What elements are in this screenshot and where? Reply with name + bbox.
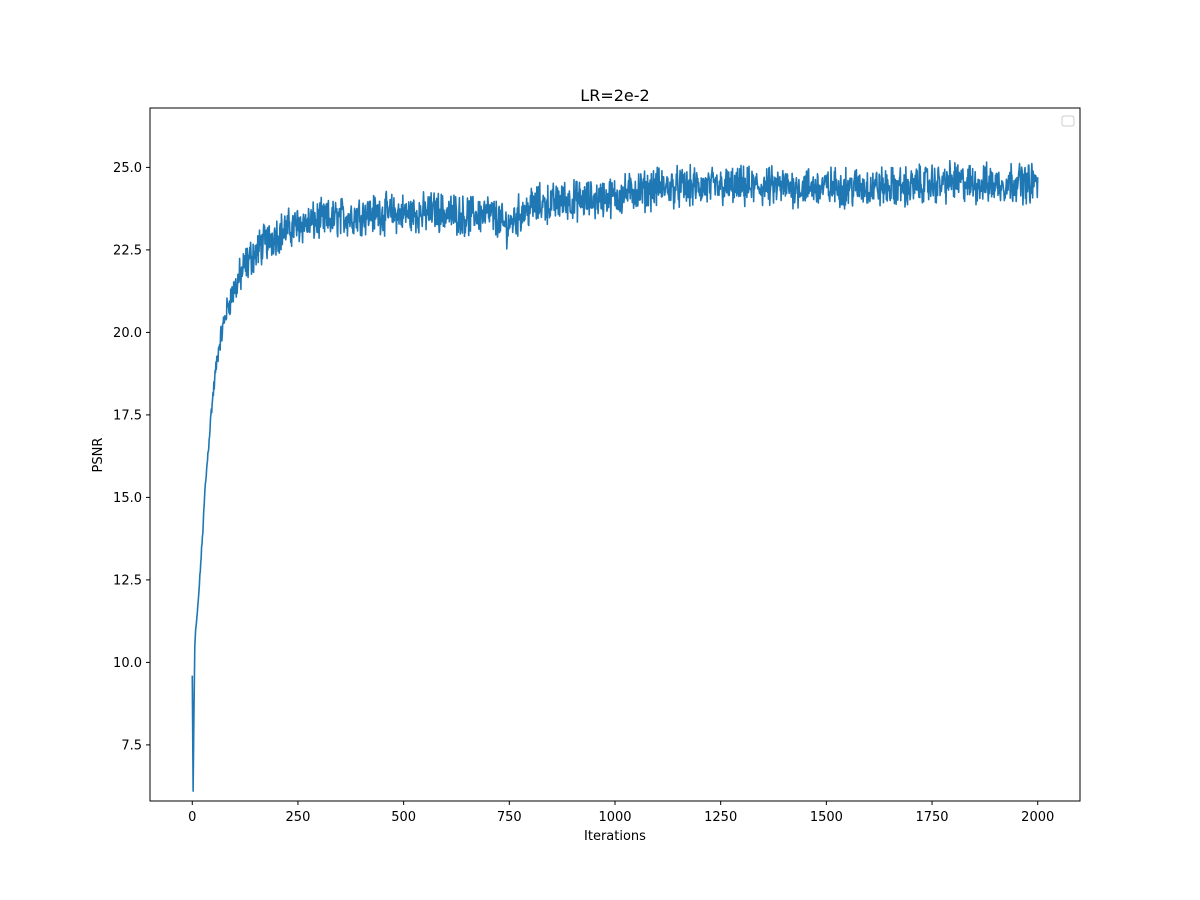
axes-frame xyxy=(149,107,1081,802)
axis-ticks: 0 250 500 750 1000 1250 1500 1750 2000 7.5 10.0 12.… xyxy=(113,161,1054,825)
y-tick-label: 12.5 xyxy=(113,573,142,588)
x-axis-label: Iterations xyxy=(584,829,646,844)
y-tick-label: 10.0 xyxy=(113,656,142,671)
x-tick-label: 2000 xyxy=(1021,810,1054,825)
x-tick-label: 500 xyxy=(391,810,416,825)
y-tick-label: 17.5 xyxy=(113,408,142,423)
y-tick-label: 22.5 xyxy=(113,243,142,258)
x-tick-label: 0 xyxy=(188,810,196,825)
x-tick-label: 1250 xyxy=(704,810,737,825)
legend-box xyxy=(1061,115,1075,127)
x-tick-label: 1750 xyxy=(915,810,948,825)
plot-area xyxy=(191,159,1039,792)
x-tick-label: 1500 xyxy=(810,810,843,825)
y-tick-label: 20.0 xyxy=(113,326,142,341)
y-tick-label: 15.0 xyxy=(113,491,142,506)
x-tick-label: 750 xyxy=(497,810,522,825)
chart-title: LR=2e-2 xyxy=(580,86,649,105)
x-tick-label: 1000 xyxy=(598,810,631,825)
x-tick-label: 250 xyxy=(286,810,311,825)
y-tick-label: 7.5 xyxy=(121,738,142,753)
y-tick-label: 25.0 xyxy=(113,161,142,176)
psnr-series-line xyxy=(191,159,1039,792)
y-axis-label: PSNR xyxy=(91,438,106,473)
